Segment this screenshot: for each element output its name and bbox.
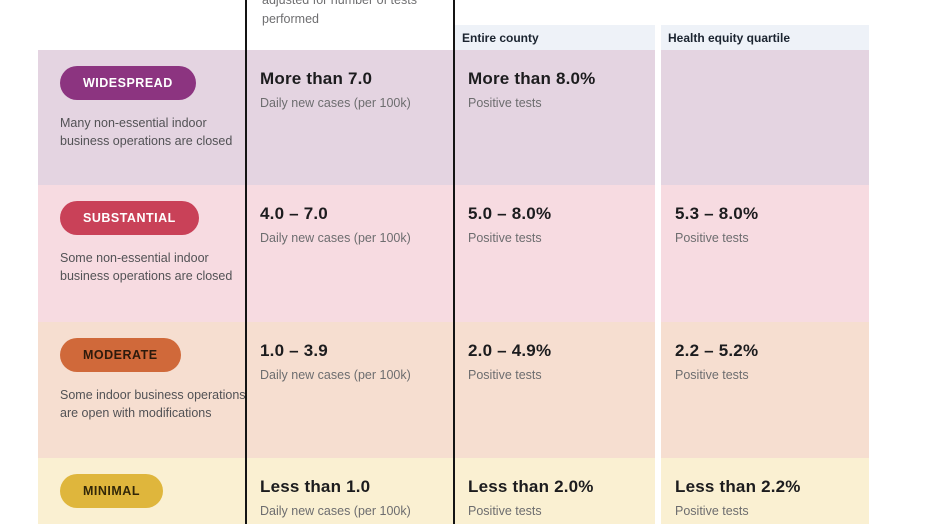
tier-cell-widespread: WIDESPREAD Many non-essential indoor bus… [38,50,245,185]
tier-badge-label: WIDESPREAD [83,76,173,90]
tier-cell-substantial: SUBSTANTIAL Some non-essential indoor bu… [38,185,245,322]
county-label: Positive tests [468,231,542,245]
equity-label: Positive tests [675,504,749,518]
county-cell-minimal: Less than 2.0% Positive tests [455,458,655,524]
equity-cell-widespread [661,50,869,185]
equity-cell-moderate: 2.2 – 5.2% Positive tests [661,322,869,458]
tier-badge-label: MODERATE [83,348,158,362]
cases-value: 1.0 – 3.9 [260,341,328,360]
cases-column-note: adjusted for number of tests performed [262,0,447,29]
tier-badge-label: MINIMAL [83,484,140,498]
column-header-health-equity-quartile: Health equity quartile [661,25,869,50]
cases-column-note-line2: performed [262,12,319,26]
equity-value: 2.2 – 5.2% [675,341,759,360]
cases-label: Daily new cases (per 100k) [260,231,411,245]
county-value: 5.0 – 8.0% [468,204,552,223]
county-value: Less than 2.0% [468,477,594,496]
cases-column-note-line1: adjusted for number of tests [262,0,417,7]
cases-value: More than 7.0 [260,69,373,88]
cases-label: Daily new cases (per 100k) [260,368,411,382]
equity-cell-minimal: Less than 2.2% Positive tests [661,458,869,524]
column-header-label: Health equity quartile [668,30,791,45]
column-rule-left [245,0,247,524]
tier-badge-moderate: MODERATE [60,338,181,372]
tier-description: Some indoor business operations are open… [60,388,246,420]
tier-description: Many non-essential indoor business opera… [60,116,233,148]
county-label: Positive tests [468,368,542,382]
equity-value: Less than 2.2% [675,477,801,496]
equity-cell-substantial: 5.3 – 8.0% Positive tests [661,185,869,322]
tier-description: Some non-essential indoor business opera… [60,251,233,283]
county-label: Positive tests [468,96,542,110]
tier-badge-widespread: WIDESPREAD [60,66,196,100]
cases-value: Less than 1.0 [260,477,371,496]
county-cell-moderate: 2.0 – 4.9% Positive tests [455,322,655,458]
cases-value: 4.0 – 7.0 [260,204,328,223]
equity-label: Positive tests [675,368,749,382]
column-header-entire-county: Entire county [455,25,655,50]
equity-label: Positive tests [675,231,749,245]
cases-cell-moderate: 1.0 – 3.9 Daily new cases (per 100k) [247,322,453,458]
county-cell-widespread: More than 8.0% Positive tests [455,50,655,185]
column-rule-right [453,0,455,524]
county-value: More than 8.0% [468,69,596,88]
cases-cell-widespread: More than 7.0 Daily new cases (per 100k) [247,50,453,185]
tier-badge-label: SUBSTANTIAL [83,211,176,225]
county-value: 2.0 – 4.9% [468,341,552,360]
tier-cell-minimal: MINIMAL Most indoor business operations … [38,458,245,524]
column-header-label: Entire county [462,30,539,45]
county-label: Positive tests [468,504,542,518]
county-cell-substantial: 5.0 – 8.0% Positive tests [455,185,655,322]
cases-label: Daily new cases (per 100k) [260,504,411,518]
tier-badge-minimal: MINIMAL [60,474,163,508]
cases-label: Daily new cases (per 100k) [260,96,411,110]
cases-cell-minimal: Less than 1.0 Daily new cases (per 100k) [247,458,453,524]
equity-value: 5.3 – 8.0% [675,204,759,223]
cases-cell-substantial: 4.0 – 7.0 Daily new cases (per 100k) [247,185,453,322]
tier-badge-substantial: SUBSTANTIAL [60,201,199,235]
tier-cell-moderate: MODERATE Some indoor business operations… [38,322,246,458]
